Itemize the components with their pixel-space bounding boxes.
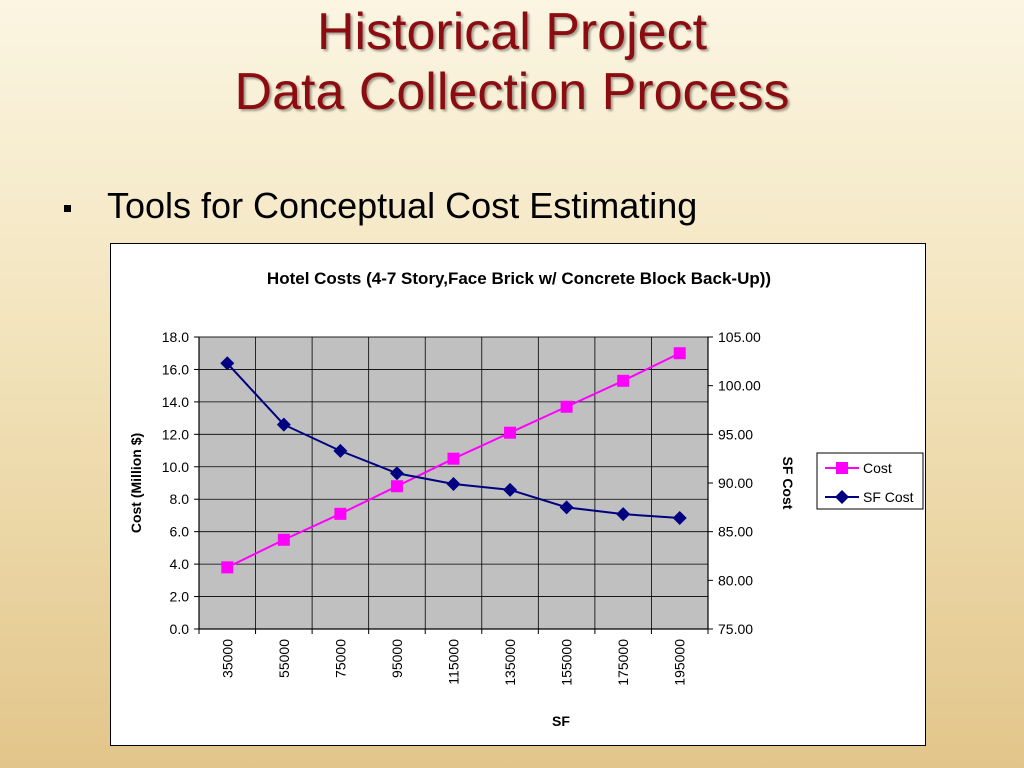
- chart-frame: Hotel Costs (4-7 Story,Face Brick w/ Con…: [110, 243, 926, 746]
- legend-label-cost: Cost: [863, 460, 892, 476]
- data-point-cost: [447, 452, 460, 465]
- slide-title-line-2: Data Collection Process: [234, 63, 790, 121]
- y-tick-label-left: 16.0: [162, 361, 189, 377]
- data-point-sf-cost: [389, 466, 404, 481]
- legend-label-sf-cost: SF Cost: [863, 489, 914, 505]
- bullet-item: Tools for Conceptual Cost Estimating: [64, 182, 697, 230]
- y-tick-label-right: 75.00: [718, 621, 753, 637]
- x-tick-label: 155000: [559, 639, 575, 686]
- y-tick-label-left: 8.0: [170, 491, 190, 507]
- y-tick-label-left: 18.0: [162, 329, 189, 345]
- chart-title: Hotel Costs (4-7 Story,Face Brick w/ Con…: [267, 269, 771, 288]
- data-point-cost: [277, 533, 290, 546]
- data-point-cost: [221, 561, 234, 574]
- y-tick-label-right: 105.00: [718, 329, 761, 345]
- data-point-sf-cost: [616, 507, 631, 522]
- data-point-cost: [334, 507, 347, 520]
- x-tick-label: 75000: [332, 639, 348, 678]
- x-tick-label: 195000: [672, 639, 688, 686]
- data-point-sf-cost: [276, 417, 291, 432]
- y-tick-label-left: 12.0: [162, 426, 189, 442]
- data-point-sf-cost: [220, 356, 235, 371]
- bullet-square-icon: [64, 204, 71, 212]
- x-tick-label: 175000: [615, 639, 631, 686]
- data-point-cost: [504, 426, 517, 439]
- data-point-cost: [617, 374, 630, 387]
- y-tick-label-right: 85.00: [718, 524, 753, 540]
- data-point-sf-cost: [503, 482, 518, 497]
- y-tick-label-left: 6.0: [170, 524, 190, 540]
- legend-box: [816, 452, 924, 510]
- data-point-sf-cost: [333, 443, 348, 458]
- x-tick-label: 55000: [276, 639, 292, 678]
- y-tick-label-right: 95.00: [718, 426, 753, 442]
- data-point-sf-cost: [559, 500, 574, 515]
- y-tick-label-left: 10.0: [162, 459, 189, 475]
- x-axis-title: SF: [552, 713, 570, 729]
- x-tick-label: 95000: [389, 639, 405, 678]
- y-axis-title-left: Cost (Million $): [128, 433, 144, 533]
- y-tick-label-left: 2.0: [170, 589, 190, 605]
- y-tick-label-left: 14.0: [162, 394, 189, 410]
- x-tick-label: 35000: [219, 639, 235, 678]
- y-tick-label-right: 100.00: [718, 378, 761, 394]
- data-point-sf-cost: [446, 476, 461, 491]
- x-tick-label: 115000: [446, 639, 462, 685]
- bullet-text: Tools for Conceptual Cost Estimating: [107, 185, 698, 226]
- hotel-cost-chart: Hotel Costs (4-7 Story,Face Brick w/ Con…: [128, 269, 924, 729]
- y-axis-title-right: SF Cost: [780, 457, 796, 510]
- y-tick-label-right: 90.00: [718, 475, 753, 491]
- data-point-sf-cost: [672, 511, 687, 526]
- data-point-cost: [673, 347, 686, 360]
- slide-title: Historical Project Data Collection Proce…: [0, 2, 1024, 122]
- y-tick-label-left: 0.0: [170, 621, 190, 637]
- data-point-cost: [560, 400, 573, 413]
- y-tick-label-right: 80.00: [718, 572, 753, 588]
- data-point-cost: [390, 480, 403, 493]
- y-tick-label-left: 4.0: [170, 556, 190, 572]
- x-tick-label: 135000: [502, 639, 518, 686]
- legend-marker-sf-cost: [835, 490, 849, 504]
- legend-marker-cost: [836, 462, 848, 474]
- slide-title-line-1: Historical Project: [316, 3, 708, 61]
